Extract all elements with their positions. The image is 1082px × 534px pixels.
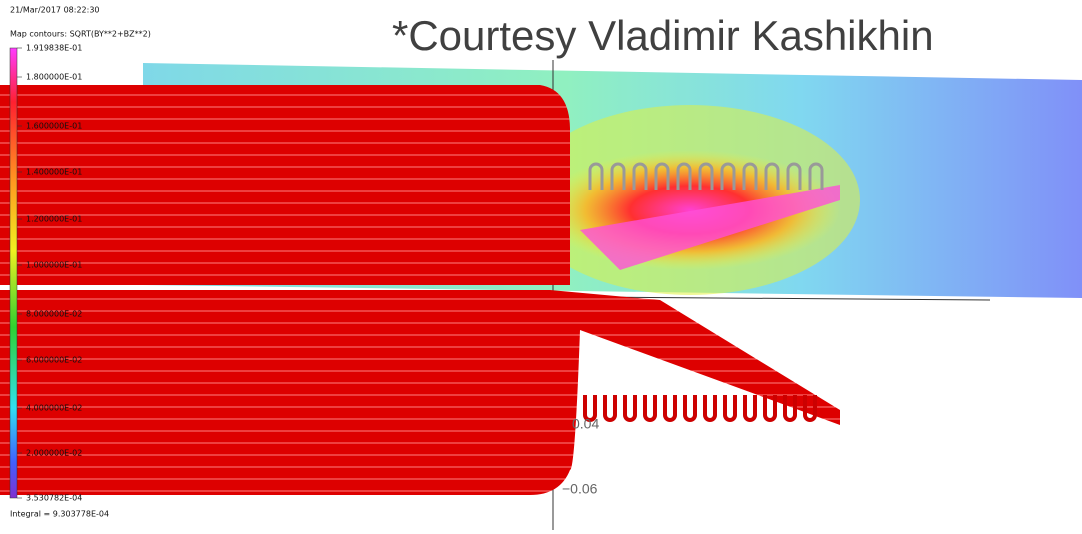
legend-label: 1.919838E-01: [26, 44, 82, 53]
legend-label: 1.200000E-01: [26, 215, 82, 224]
color-bar: [10, 48, 17, 498]
legend-title: Map contours: SQRT(BY**2+BZ**2): [10, 30, 151, 39]
title: *Courtesy Vladimir Kashikhin: [392, 12, 934, 59]
axis-label: 0.04: [572, 416, 599, 432]
legend-label: 1.000000E-01: [26, 261, 82, 270]
legend-label: 3.530782E-04: [26, 494, 82, 503]
legend-label: 4.000000E-02: [26, 404, 82, 413]
timestamp: 21/Mar/2017 08:22:30: [10, 6, 100, 15]
integral: Integral = 9.303778E-04: [10, 510, 109, 519]
screenshot: 21/Mar/2017 08:22:30 Map contours: SQRT(…: [0, 0, 1082, 534]
legend-label: 8.000000E-02: [26, 310, 82, 319]
legend-label: 1.800000E-01: [26, 73, 82, 82]
legend-label: 2.000000E-02: [26, 449, 82, 458]
legend-label: 1.400000E-01: [26, 168, 82, 177]
legend-label: 1.600000E-01: [26, 122, 82, 131]
legend-label: 6.000000E-02: [26, 356, 82, 365]
axis-label: −0.06: [562, 481, 598, 497]
